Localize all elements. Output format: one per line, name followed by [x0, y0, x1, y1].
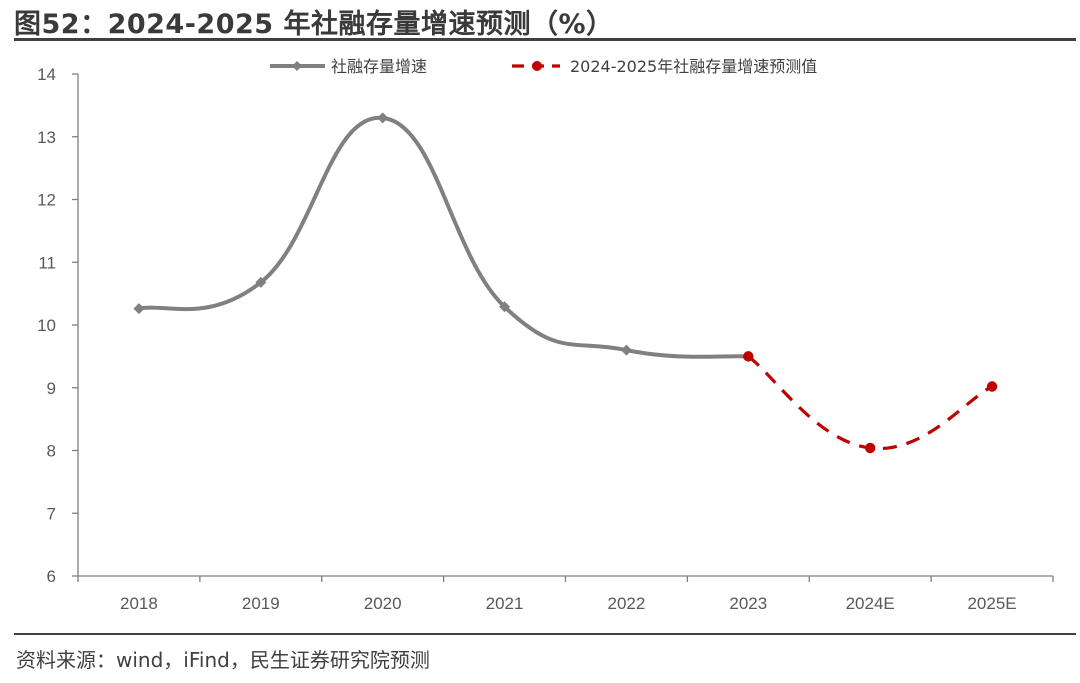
y-tick-label: 6 [47, 567, 56, 586]
forecast-point [743, 351, 754, 362]
y-tick-label: 10 [37, 316, 56, 335]
legend-actual-label: 社融存量增速 [331, 57, 427, 76]
y-tick-label: 11 [38, 253, 56, 272]
footer-divider [14, 633, 1076, 635]
actual-point [620, 344, 632, 356]
y-axis: 6 7 8 9 10 11 12 13 14 [37, 65, 79, 586]
x-tick-label: 2021 [486, 594, 524, 613]
y-tick-label: 8 [47, 442, 56, 461]
actual-point [133, 303, 145, 315]
source-note: 资料来源：wind，iFind，民生证券研究院预测 [16, 648, 430, 672]
series-layer [133, 112, 998, 454]
x-tick-label: 2023 [729, 594, 767, 613]
x-tick-label: 2024E [846, 594, 895, 613]
y-tick-label: 13 [37, 128, 56, 147]
legend-forecast-marker [532, 61, 542, 71]
x-axis: 2018 2019 2020 2021 2022 2023 2024E 2025E [77, 575, 1054, 613]
legend-actual-marker [292, 61, 302, 71]
legend: 社融存量增速 2024-2025年社融存量增速预测值 [270, 57, 817, 76]
chart-title: 图52：2024-2025 年社融存量增速预测（%） [14, 9, 614, 40]
y-tick-label: 12 [37, 191, 56, 210]
y-tick-label: 14 [37, 65, 56, 84]
actual-point [499, 301, 511, 313]
forecast-point [864, 442, 876, 454]
actual-point [377, 112, 389, 124]
x-tick-label: 2020 [364, 594, 402, 613]
x-tick-label: 2018 [120, 594, 158, 613]
x-tick-label: 2022 [608, 594, 646, 613]
y-tick-label: 7 [47, 504, 56, 523]
actual-series-line [136, 115, 751, 359]
y-tick-label: 9 [47, 379, 56, 398]
actual-point [255, 276, 267, 288]
x-tick-label: 2025E [967, 594, 1016, 613]
x-tick-label: 2019 [242, 594, 280, 613]
forecast-series-line [747, 355, 993, 451]
title-divider [14, 38, 1076, 41]
legend-forecast-label: 2024-2025年社融存量增速预测值 [570, 57, 817, 76]
forecast-point [986, 381, 998, 392]
